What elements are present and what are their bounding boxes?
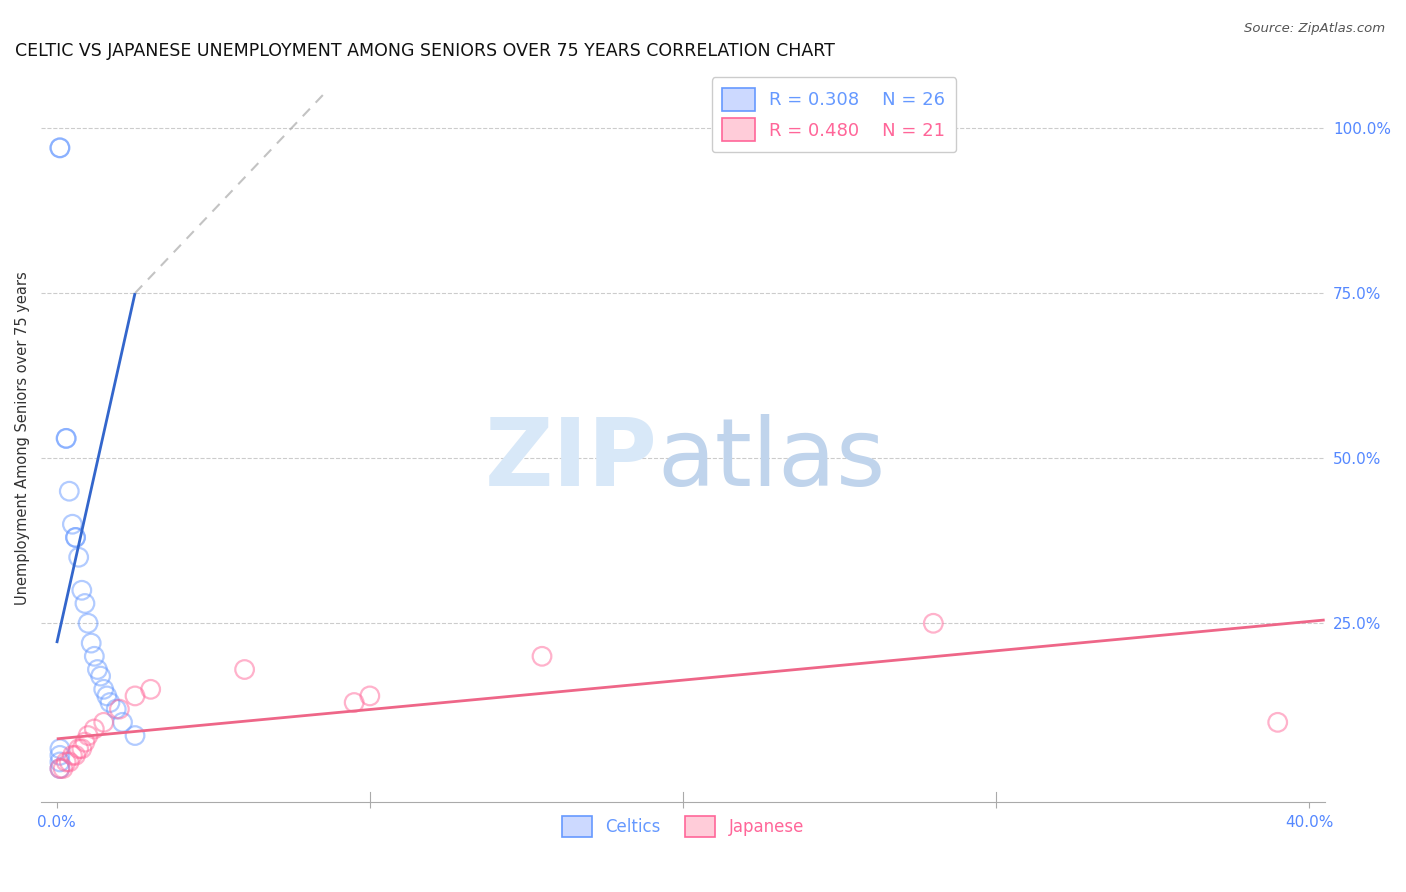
Point — [111, 715, 134, 730]
Point — [83, 722, 105, 736]
Point — [93, 682, 115, 697]
Point — [343, 696, 366, 710]
Point — [359, 689, 381, 703]
Point — [65, 531, 87, 545]
Point — [49, 748, 72, 763]
Point — [65, 531, 87, 545]
Point — [52, 762, 75, 776]
Point — [80, 636, 103, 650]
Point — [62, 748, 84, 763]
Point — [108, 702, 131, 716]
Point — [55, 431, 77, 445]
Point — [49, 741, 72, 756]
Point — [96, 689, 118, 703]
Point — [77, 616, 100, 631]
Y-axis label: Unemployment Among Seniors over 75 years: Unemployment Among Seniors over 75 years — [15, 271, 30, 606]
Point — [67, 741, 90, 756]
Point — [90, 669, 112, 683]
Point — [105, 702, 128, 716]
Point — [62, 517, 84, 532]
Text: CELTIC VS JAPANESE UNEMPLOYMENT AMONG SENIORS OVER 75 YEARS CORRELATION CHART: CELTIC VS JAPANESE UNEMPLOYMENT AMONG SE… — [15, 42, 835, 60]
Point — [58, 755, 80, 769]
Point — [922, 616, 945, 631]
Point — [55, 755, 77, 769]
Point — [70, 583, 93, 598]
Point — [49, 141, 72, 155]
Text: ZIP: ZIP — [484, 414, 657, 506]
Point — [73, 597, 96, 611]
Point — [49, 762, 72, 776]
Point — [49, 141, 72, 155]
Point — [73, 735, 96, 749]
Point — [58, 484, 80, 499]
Point — [49, 762, 72, 776]
Point — [1267, 715, 1289, 730]
Legend: Celtics, Japanese: Celtics, Japanese — [555, 809, 811, 844]
Text: atlas: atlas — [657, 414, 886, 506]
Point — [86, 663, 108, 677]
Point — [124, 689, 146, 703]
Point — [70, 741, 93, 756]
Point — [98, 696, 121, 710]
Point — [124, 729, 146, 743]
Point — [93, 715, 115, 730]
Point — [83, 649, 105, 664]
Point — [77, 729, 100, 743]
Point — [233, 663, 256, 677]
Point — [139, 682, 162, 697]
Point — [55, 431, 77, 445]
Text: Source: ZipAtlas.com: Source: ZipAtlas.com — [1244, 22, 1385, 36]
Point — [49, 755, 72, 769]
Point — [530, 649, 553, 664]
Point — [67, 550, 90, 565]
Point — [65, 748, 87, 763]
